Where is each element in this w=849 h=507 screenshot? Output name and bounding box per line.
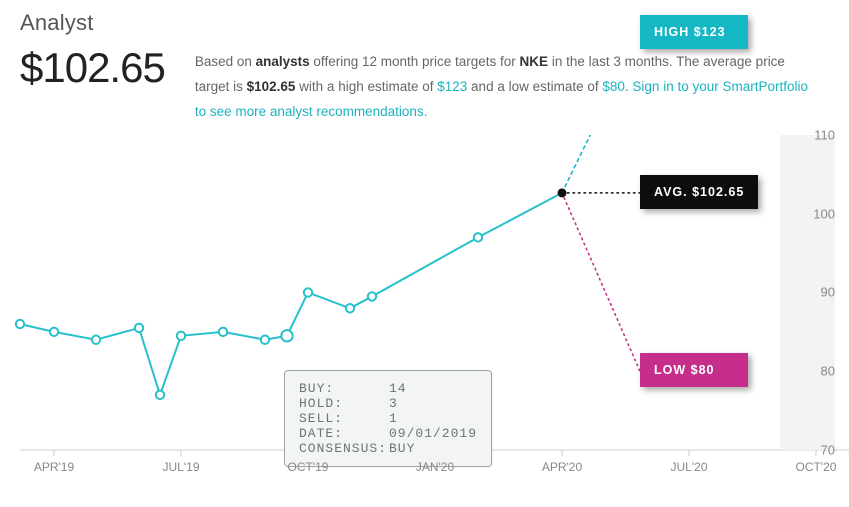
x-axis-label: APR'20: [542, 460, 582, 474]
x-axis-label: JUL'20: [671, 460, 708, 474]
target-high-badge: HIGH $123: [640, 15, 748, 49]
analyst-chart[interactable]: BUY:14 HOLD:3 SELL:1 DATE:09/01/2019 CON…: [0, 135, 849, 495]
chart-tooltip: BUY:14 HOLD:3 SELL:1 DATE:09/01/2019 CON…: [284, 370, 492, 467]
x-axis-label: APR'19: [34, 460, 74, 474]
y-axis-label: 110: [814, 127, 835, 142]
target-low-badge: LOW $80: [640, 353, 748, 387]
price-target-value: $102.65: [20, 44, 165, 125]
x-axis-label: JUL'19: [163, 460, 200, 474]
y-axis-label: 90: [821, 285, 835, 300]
y-axis-label: 70: [821, 442, 835, 457]
target-avg-badge: AVG. $102.65: [640, 175, 758, 209]
description-text: Based on analysts offering 12 month pric…: [195, 44, 829, 125]
y-axis-label: 100: [813, 206, 835, 221]
y-axis-label: 80: [821, 364, 835, 379]
x-axis-label: OCT'20: [796, 460, 837, 474]
x-axis-label: OCT'19: [288, 460, 329, 474]
x-axis-label: JAN'20: [416, 460, 454, 474]
